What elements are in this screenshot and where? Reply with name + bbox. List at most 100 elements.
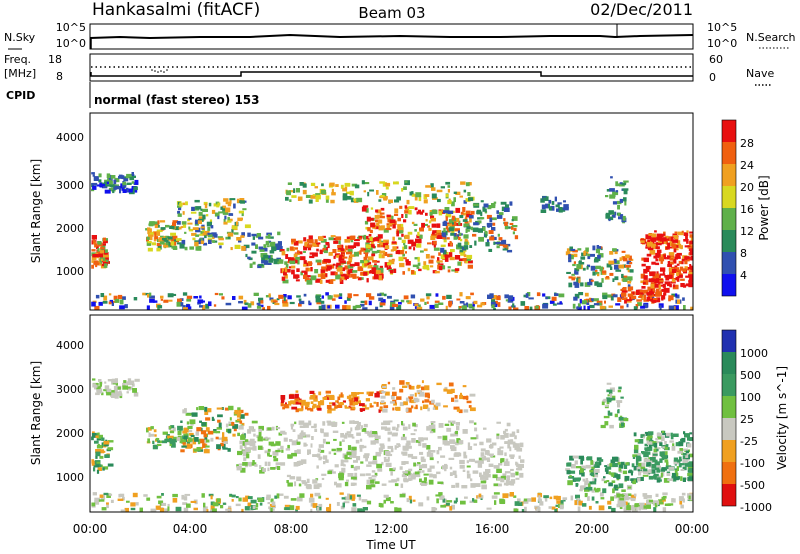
velocity-cell (280, 462, 286, 466)
velocity-cell (652, 453, 658, 456)
velocity-cell (451, 484, 456, 488)
power-cell (280, 249, 285, 252)
power-cell (453, 217, 460, 223)
power-cell (504, 221, 508, 226)
power-colorbar-ticks: 28 24 20 16 12 8 4 (740, 137, 754, 282)
power-cell (689, 240, 693, 245)
power-cell (114, 299, 120, 303)
power-cell (451, 215, 455, 221)
power-cell (97, 241, 102, 245)
velocity-cell (97, 467, 102, 471)
power-cell (251, 242, 256, 246)
power-cell (540, 198, 545, 203)
velocity-cell (409, 394, 414, 397)
power-cell (223, 218, 226, 223)
velocity-cell (674, 469, 678, 474)
velocity-cell (212, 502, 219, 507)
velocity-cell (275, 462, 281, 466)
velocity-cell (335, 400, 338, 403)
power-cell (444, 257, 449, 262)
power-cell (572, 250, 578, 253)
power-cell (374, 237, 380, 242)
power-cell (146, 236, 152, 240)
power-cell (672, 284, 676, 288)
velocity-cell (371, 431, 378, 435)
velocity-cell (481, 484, 487, 490)
velocity-cell (152, 440, 155, 444)
power-cell (440, 247, 445, 253)
velocity-cell (157, 443, 162, 446)
power-cell (399, 262, 405, 268)
power-cell (372, 260, 377, 263)
power-cell (417, 231, 420, 237)
power-cell (330, 199, 335, 204)
velocity-cell (630, 494, 636, 500)
velocity-cell (139, 507, 143, 512)
velocity-cell (644, 443, 649, 447)
power-cell (593, 298, 599, 302)
noise-left-tick-bottom: 10^0 (56, 37, 86, 50)
velocity-cell (607, 398, 612, 403)
velocity-cell (624, 495, 629, 501)
velocity-cell (280, 445, 284, 450)
power-cell (325, 273, 328, 277)
velocity-cell (310, 443, 313, 448)
power-cell (314, 186, 318, 189)
power-cell (568, 282, 573, 288)
velocity-cell (398, 444, 401, 448)
velocity-cell (436, 450, 440, 455)
velocity-cell (393, 402, 397, 406)
power-cell (289, 199, 292, 202)
velocity-cell (389, 401, 395, 404)
velocity-cell (307, 449, 311, 455)
power-cell (327, 305, 331, 309)
velocity-cell (294, 450, 299, 454)
power-cell (491, 203, 496, 207)
velocity-cbar-tick: 25 (740, 413, 754, 426)
velocity-cell (664, 459, 669, 463)
power-cell (578, 261, 581, 265)
power-cell (356, 197, 363, 203)
velocity-ytick-label: 2000 (56, 427, 84, 440)
power-cell (670, 236, 674, 242)
power-cell (92, 185, 97, 190)
velocity-cell (201, 493, 205, 498)
velocity-cell (304, 423, 309, 428)
velocity-cell (158, 500, 164, 505)
power-cell (496, 210, 499, 214)
power-cell (376, 222, 380, 227)
power-cell (655, 262, 660, 266)
velocity-cell (415, 440, 420, 443)
velocity-cell (305, 434, 311, 438)
power-cell (618, 264, 625, 269)
velocity-cell (589, 481, 593, 485)
velocity-cell (497, 448, 501, 451)
power-cell (466, 258, 472, 261)
power-cell (599, 305, 606, 309)
velocity-cell (106, 391, 112, 396)
velocity-cell (246, 453, 250, 459)
power-cell (186, 295, 193, 299)
velocity-cell (251, 420, 258, 424)
power-cell (165, 242, 169, 246)
velocity-cell (410, 399, 416, 404)
power-cell (674, 267, 680, 272)
power-cell (678, 245, 683, 248)
velocity-cell (265, 437, 271, 440)
velocity-cell (682, 458, 689, 464)
velocity-cell (247, 496, 253, 500)
velocity-cell (652, 500, 658, 505)
power-cell (671, 245, 677, 249)
velocity-cell (637, 477, 642, 482)
velocity-cell (359, 473, 366, 477)
velocity-cell (589, 469, 594, 473)
power-cell (320, 300, 325, 304)
power-cell (367, 271, 374, 274)
power-cell (665, 277, 670, 281)
power-cell (622, 277, 627, 282)
velocity-cell (617, 462, 621, 465)
velocity-cell (307, 407, 312, 411)
power-cell (408, 209, 412, 215)
velocity-cell (395, 406, 401, 411)
power-cell (558, 209, 563, 213)
